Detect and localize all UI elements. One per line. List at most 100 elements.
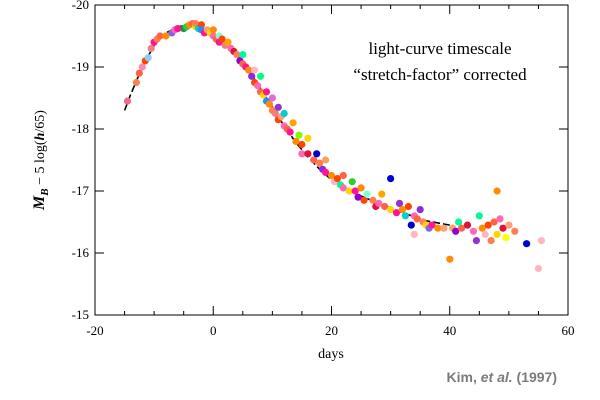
supernova-point — [316, 159, 324, 167]
supernova-point — [248, 72, 256, 80]
supernova-point — [484, 221, 492, 229]
supernova-point — [463, 221, 472, 229]
supernova-point — [496, 215, 504, 223]
supernova-point — [268, 94, 276, 102]
y-axis-title-sub: B — [39, 188, 51, 196]
supernova-point — [310, 156, 318, 164]
annotation-line-2: “stretch-factor” corrected — [353, 65, 527, 84]
supernova-point — [387, 175, 395, 183]
supernova-point — [174, 25, 182, 33]
supernova-point — [395, 199, 404, 207]
supernova-point — [298, 150, 306, 158]
supernova-point — [298, 140, 306, 149]
y-axis-title-rest: − 5 log( — [33, 140, 48, 188]
supernova-point — [333, 175, 341, 183]
supernova-point — [254, 82, 262, 90]
supernova-point — [292, 137, 300, 145]
x-tick-label: 40 — [443, 323, 456, 338]
supernova-point — [322, 168, 330, 176]
supernova-point — [387, 206, 395, 214]
supernova-point — [475, 212, 483, 220]
y-tick-label: -18 — [72, 121, 89, 136]
supernova-point — [404, 202, 412, 211]
supernova-point — [446, 255, 454, 263]
supernova-point — [339, 184, 347, 192]
x-tick-label: 60 — [562, 323, 575, 338]
supernova-point — [434, 224, 442, 232]
supernova-point — [304, 150, 312, 158]
credit-text: Kim, et al. (1997) — [447, 369, 558, 385]
credit-etal: et al. — [481, 369, 513, 385]
supernova-point — [487, 237, 495, 245]
supernova-point — [440, 224, 448, 232]
supernova-point — [410, 230, 418, 238]
supernova-point — [271, 109, 279, 118]
supernova-point — [233, 51, 241, 59]
supernova-point — [313, 150, 321, 158]
supernova-point — [295, 131, 303, 139]
supernova-point — [398, 206, 406, 214]
credit-year: (1997) — [513, 369, 557, 385]
credit-name: Kim, — [447, 369, 481, 385]
supernova-point — [135, 69, 143, 77]
supernova-point — [505, 221, 513, 229]
supernova-point — [162, 32, 170, 40]
supernova-point — [144, 54, 152, 62]
supernova-point — [493, 230, 501, 238]
supernova-point — [322, 156, 330, 164]
supernova-point — [511, 227, 519, 235]
supernova-point — [381, 202, 389, 211]
supernova-point — [304, 134, 312, 142]
y-tick-label: -16 — [72, 245, 90, 260]
y-axis-title-m: M — [31, 195, 48, 211]
supernova-point — [360, 196, 368, 204]
supernova-point — [478, 224, 486, 232]
supernova-point — [218, 35, 226, 43]
supernova-point — [413, 215, 421, 223]
supernova-point — [123, 97, 132, 105]
supernova-point — [224, 38, 232, 46]
supernova-point — [458, 224, 466, 232]
supernova-point — [245, 66, 253, 74]
supernova-point — [274, 103, 282, 111]
y-tick-label: -15 — [72, 307, 89, 322]
supernova-point — [428, 221, 436, 229]
supernova-point — [502, 233, 510, 242]
x-tick-label: 0 — [210, 323, 217, 338]
y-axis-title: MB − 5 log(h/65) — [31, 110, 51, 211]
x-axis-title: days — [318, 347, 344, 362]
annotation-line-1: light-curve timescale — [368, 39, 511, 58]
supernova-point — [523, 240, 531, 248]
supernova-point — [138, 63, 146, 71]
supernova-point — [452, 227, 460, 235]
supernova-point — [251, 66, 259, 74]
supernova-point — [262, 88, 271, 96]
supernova-point — [156, 32, 164, 40]
supernova-point — [375, 199, 383, 207]
supernova-point — [493, 187, 501, 195]
supernova-point — [348, 178, 356, 186]
supernova-point — [534, 264, 543, 273]
supernova-point — [147, 44, 155, 53]
supernova-point — [472, 237, 480, 245]
x-tick-label: -20 — [86, 323, 103, 338]
supernova-point — [537, 237, 546, 245]
supernova-point — [499, 224, 507, 232]
supernova-point — [280, 109, 288, 118]
x-tick-label: 20 — [325, 323, 338, 338]
supernova-point — [392, 209, 401, 217]
tick-labels: -20 0 20 40 60 -20 -19 -18 -17 -16 -15 — [72, 0, 575, 338]
data-points — [123, 20, 546, 273]
supernova-point — [378, 190, 386, 198]
supernova-point — [357, 184, 365, 192]
supernova-point — [416, 206, 424, 214]
supernova-point — [339, 171, 347, 180]
supernova-point — [265, 100, 273, 108]
supernova-point — [363, 190, 371, 198]
axis-ticks — [94, 4, 569, 316]
supernova-point — [481, 230, 489, 238]
supernova-point — [351, 187, 359, 195]
y-tick-label: -20 — [72, 0, 89, 12]
supernova-point — [490, 218, 498, 226]
